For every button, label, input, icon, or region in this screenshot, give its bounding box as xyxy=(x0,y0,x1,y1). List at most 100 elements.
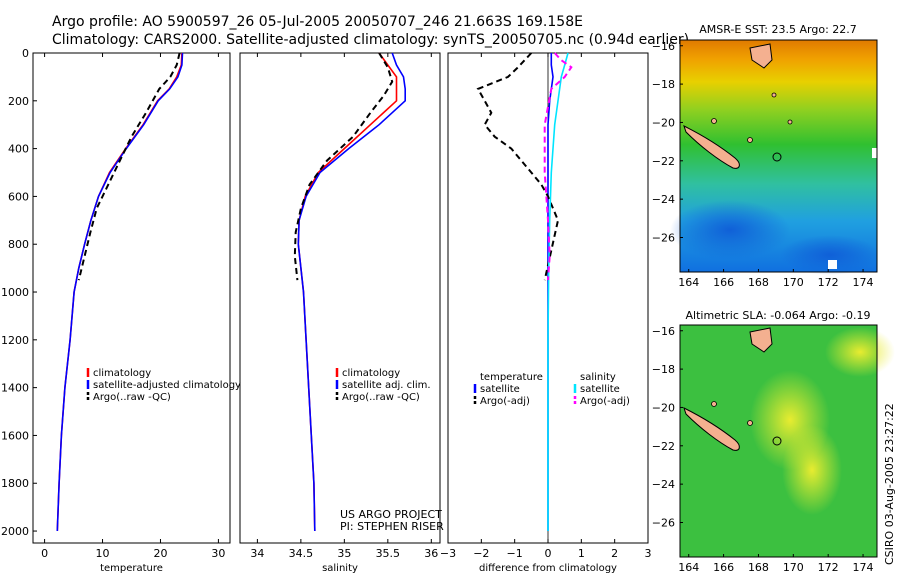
x-tick-label: −3 xyxy=(440,547,456,560)
x-tick-label: 3 xyxy=(645,547,652,560)
island-marker xyxy=(711,401,717,407)
x-tick-label: 20 xyxy=(153,547,167,560)
y-tick-label: 1200 xyxy=(1,334,29,347)
plot-frame xyxy=(239,52,441,544)
map-y-tick-label: −20 xyxy=(652,116,675,129)
y-tick-label: 800 xyxy=(8,238,29,251)
sst-cold-patch xyxy=(670,200,790,260)
y-tick-label: 200 xyxy=(8,95,29,108)
map-x-tick-label: 166 xyxy=(713,561,734,574)
sst-map-frame xyxy=(679,39,878,273)
vanuatu-landmass xyxy=(749,327,773,353)
map-x-tick-label: 172 xyxy=(818,276,839,289)
y-tick-label: 600 xyxy=(8,190,29,203)
map-x-tick-label: 164 xyxy=(678,561,699,574)
map-y-tick-label: −22 xyxy=(652,440,675,453)
island-marker xyxy=(711,118,717,124)
legend-entry: satellite adj. clim. xyxy=(342,380,431,391)
map-y-tick-label: −18 xyxy=(652,363,675,376)
legend-entry: Argo(-adj) xyxy=(580,396,630,407)
series-line xyxy=(56,52,184,532)
map-y-tick-label: −20 xyxy=(652,401,675,414)
x-tick-label: 0 xyxy=(545,547,552,560)
x-tick-label: −2 xyxy=(473,547,489,560)
map-y-tick-label: −22 xyxy=(652,155,675,168)
plot-frame xyxy=(32,52,231,544)
salinity-panel: 34 34.5 35 35.5 36 salinity climatologysatelli… xyxy=(239,52,441,574)
legend-heading: salinity xyxy=(580,372,616,383)
project-label: US ARGO PROJECT xyxy=(340,508,442,521)
y-tick-label: 1000 xyxy=(1,286,29,299)
x-tick-label: 1 xyxy=(578,547,585,560)
x-tick-label: 30 xyxy=(211,547,225,560)
sla-map-title: Altimetric SLA: -0.064 Argo: -0.19 xyxy=(686,309,871,322)
legend-entry: Argo(-adj) xyxy=(480,396,530,407)
sst-cold-patch-2 xyxy=(780,235,880,275)
series-line xyxy=(476,52,560,281)
credit-label: CSIRO 03-Aug-2005 23:27:22 xyxy=(883,403,896,565)
legend-entry: satellite xyxy=(480,384,520,395)
map-y-tick-label: −24 xyxy=(652,478,675,491)
vanuatu-landmass xyxy=(749,43,773,69)
argo-float-position xyxy=(772,152,782,162)
island-marker xyxy=(747,137,753,143)
y-tick-label: 1600 xyxy=(1,429,29,442)
island-marker xyxy=(771,92,777,98)
map-y-tick-label: −24 xyxy=(652,193,675,206)
legend-heading: temperature xyxy=(480,372,543,383)
sla-high-patch-2 xyxy=(782,425,842,515)
series-line xyxy=(543,52,573,281)
x-tick-label: 34.5 xyxy=(289,547,314,560)
series-line xyxy=(77,52,181,281)
new-caledonia-landmass xyxy=(683,407,740,451)
map-x-tick-label: 168 xyxy=(748,561,769,574)
map-x-tick-label: 168 xyxy=(748,276,769,289)
x-tick-label: 35 xyxy=(337,547,351,560)
temperature-panel: 0 10 20 30 0 200 400 600 800 1000 1200 1400 1600 1800… xyxy=(1,47,241,574)
x-tick-label: 10 xyxy=(96,547,110,560)
header-line-1: Argo profile: AO 5900597_26 05-Jul-2005 … xyxy=(52,14,583,30)
x-axis-label: salinity xyxy=(322,563,358,574)
x-tick-label: −1 xyxy=(507,547,523,560)
x-axis-label: difference from climatology xyxy=(479,563,617,574)
y-tick-label: 1400 xyxy=(1,382,29,395)
sst-missing-cell-2 xyxy=(828,260,837,269)
difference-panel: −3 −2 −1 0 1 2 3 difference from climatology tem… xyxy=(440,52,652,574)
y-tick-label: 400 xyxy=(8,143,29,156)
series-line xyxy=(297,52,407,532)
map-y-tick-label: −18 xyxy=(652,78,675,91)
sla-high-patch-3 xyxy=(825,327,895,377)
legend-entry: climatology xyxy=(342,368,400,379)
map-y-tick-label: −26 xyxy=(652,231,675,244)
y-tick-label: 0 xyxy=(22,47,29,60)
sst-map-title: AMSR-E SST: 23.5 Argo: 22.7 xyxy=(699,23,857,36)
sst-map-clip xyxy=(877,40,883,272)
header-line-2: Climatology: CARS2000. Satellite-adjuste… xyxy=(52,32,689,48)
map-x-tick-label: 164 xyxy=(678,276,699,289)
series-line xyxy=(293,52,394,281)
sla-map: 164 166 168 170 172 174 −16 −18 −20 −22 −24 −26 xyxy=(652,324,895,574)
y-tick-label: 1800 xyxy=(1,477,29,490)
x-tick-label: 36 xyxy=(424,547,438,560)
map-y-tick-label: −16 xyxy=(652,40,675,53)
map-x-tick-label: 170 xyxy=(783,276,804,289)
island-marker xyxy=(747,420,753,426)
x-axis-label: temperature xyxy=(100,563,163,574)
map-x-tick-label: 166 xyxy=(713,276,734,289)
new-caledonia-landmass xyxy=(683,125,740,169)
map-x-tick-label: 174 xyxy=(853,276,874,289)
legend-entry: Argo(..raw -QC) xyxy=(93,392,171,403)
x-tick-label: 0 xyxy=(41,547,48,560)
map-x-tick-label: 174 xyxy=(853,561,874,574)
legend-entry: Argo(..raw -QC) xyxy=(342,392,420,403)
sst-map: 164 166 168 170 172 174 −16 −18 −20 −22 −24 −26 xyxy=(652,39,883,289)
y-tick-label: 2000 xyxy=(1,525,29,538)
map-x-tick-label: 172 xyxy=(818,561,839,574)
map-y-tick-label: −26 xyxy=(652,516,675,529)
map-y-tick-label: −16 xyxy=(652,325,675,338)
x-tick-label: 34 xyxy=(250,547,264,560)
pi-label: PI: STEPHEN RISER xyxy=(340,520,444,533)
legend-entry: climatology xyxy=(93,368,151,379)
x-tick-label: 2 xyxy=(611,547,618,560)
